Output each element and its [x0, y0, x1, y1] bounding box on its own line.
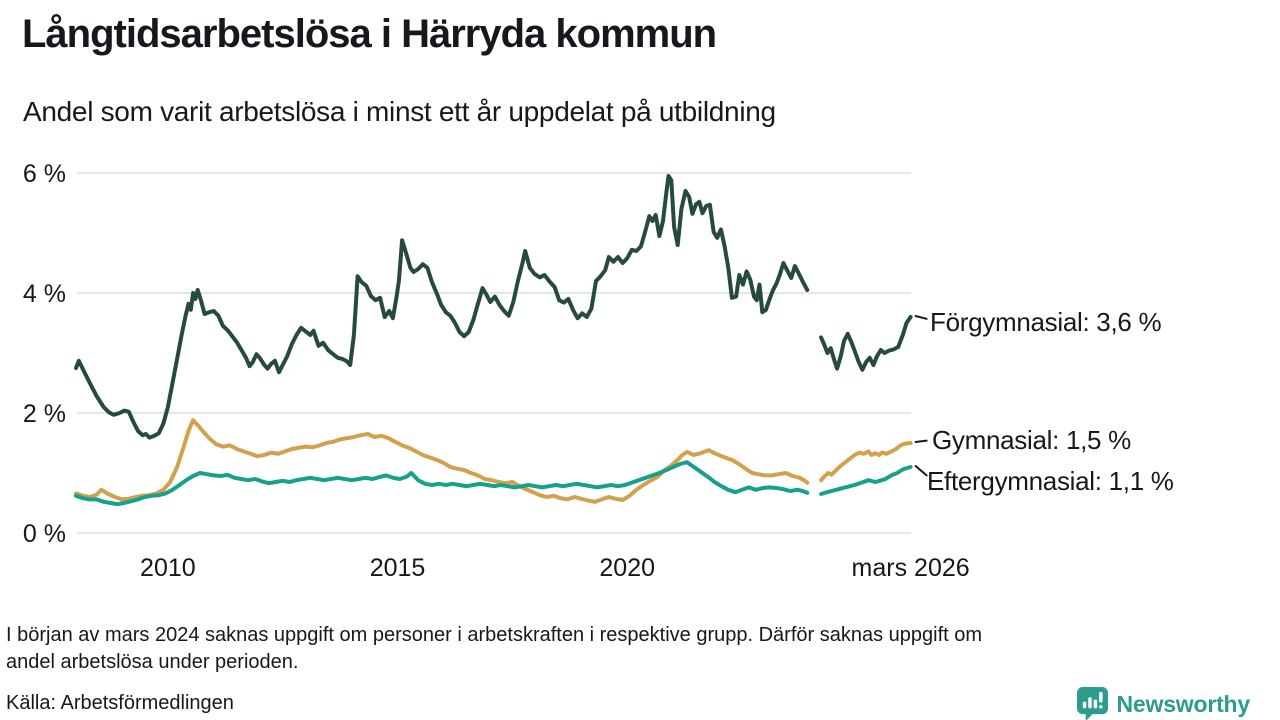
x-tick-label-2020: 2020: [599, 554, 655, 582]
x-tick-label-mars-2026: mars 2026: [852, 554, 970, 582]
series-end-label-forgymnasial: Förgymnasial: 3,6 %: [930, 307, 1162, 337]
newsworthy-logo: Newsworthy: [1076, 687, 1251, 720]
y-tick-label-6: 6 %: [23, 160, 66, 188]
y-tick-label-4: 4 %: [23, 280, 66, 308]
y-tick-label-2: 2 %: [23, 400, 66, 428]
leader-dash-gymnasial: [914, 439, 928, 443]
footnote-line-2: andel arbetslösa under perioden.: [6, 651, 299, 673]
leader-dash-forgymnasial: [914, 315, 928, 320]
newsworthy-chart-bubble-icon: [1076, 687, 1108, 720]
series-line-eftergymnasial-segment-1: [74, 460, 810, 507]
page-subtitle: Andel som varit arbetslösa i minst ett å…: [23, 96, 776, 127]
newsworthy-wordmark: Newsworthy: [1116, 690, 1251, 717]
page-title: Långtidsarbetslösa i Härryda kommun: [22, 12, 717, 56]
y-tick-label-0: 0 %: [23, 520, 66, 548]
series-line-gymnasial-segment-1: [74, 418, 810, 504]
x-tick-label-2015: 2015: [370, 554, 426, 582]
series-line-forgymnasial-segment-2: [819, 315, 913, 372]
leader-dash-eftergymnasial: [914, 465, 928, 477]
x-tick-label-2010: 2010: [140, 554, 196, 582]
series-end-label-gymnasial: Gymnasial: 1,5 %: [932, 425, 1131, 455]
series-line-gymnasial-segment-2: [819, 441, 913, 483]
series-end-label-eftergymnasial: Eftergymnasial: 1,1 %: [927, 466, 1174, 496]
series-line-forgymnasial-segment-1: [74, 174, 810, 440]
series-line-eftergymnasial-segment-2: [819, 465, 913, 496]
footnote-line-1: I början av mars 2024 saknas uppgift om …: [6, 624, 983, 646]
footnote: I början av mars 2024 saknas uppgift om …: [6, 622, 1258, 676]
source-credit: Källa: Arbetsförmedlingen: [6, 692, 234, 714]
